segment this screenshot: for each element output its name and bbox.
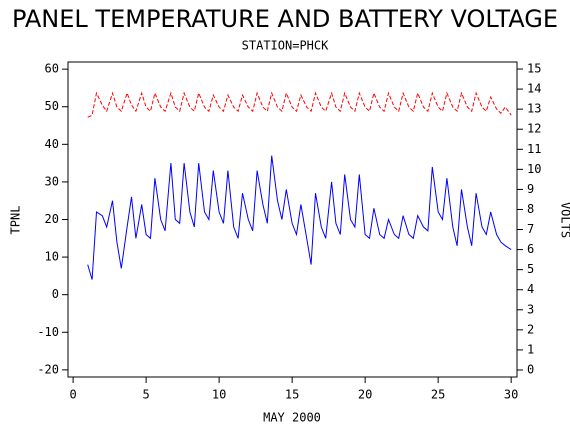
y-tick-label: 0 xyxy=(52,287,59,301)
y2-tick-label: 13 xyxy=(527,102,541,116)
y-tick-label: 40 xyxy=(45,137,59,151)
y2-tick-label: 6 xyxy=(527,242,534,256)
y-tick-label: -20 xyxy=(37,362,59,376)
y2-tick-label: 8 xyxy=(527,202,534,216)
y2-tick-label: 14 xyxy=(527,82,541,96)
x-tick-label: 5 xyxy=(143,388,150,402)
plot-frame xyxy=(67,61,518,378)
y-tick-label: 50 xyxy=(45,99,59,113)
y2-tick-label: 10 xyxy=(527,162,541,176)
y-tick-label: -10 xyxy=(37,325,59,339)
y2-tick-label: 12 xyxy=(527,122,541,136)
x-tick-label: 10 xyxy=(212,388,226,402)
x-axis-label: MAY 2000 xyxy=(263,411,321,425)
y2-tick-label: 9 xyxy=(527,182,534,196)
y2-tick-label: 4 xyxy=(527,282,534,296)
x-tick-label: 25 xyxy=(431,388,445,402)
y2-tick-label: 1 xyxy=(527,342,534,356)
y-tick-label: 10 xyxy=(45,250,59,264)
y2-tick-label: 2 xyxy=(527,322,534,336)
chart-title: PANEL TEMPERATURE AND BATTERY VOLTAGE xyxy=(12,5,558,33)
series-line xyxy=(87,91,512,118)
y2-tick-label: 0 xyxy=(527,362,534,376)
chart-subtitle: STATION=PHCK xyxy=(242,39,329,53)
y2-tick-label: 15 xyxy=(527,62,541,76)
x-tick-label: 15 xyxy=(285,388,299,402)
y2-tick-label: 11 xyxy=(527,142,541,156)
y-tick-label: 20 xyxy=(45,212,59,226)
y-tick-label: 60 xyxy=(45,62,59,76)
y-tick-label: 30 xyxy=(45,174,59,188)
x-tick-label: 0 xyxy=(69,388,76,402)
y2-axis-label: VOLTS xyxy=(559,202,570,238)
x-tick-label: 20 xyxy=(358,388,372,402)
y2-tick-label: 5 xyxy=(527,262,534,276)
x-tick-label: 30 xyxy=(504,388,518,402)
y2-tick-label: 3 xyxy=(527,302,534,316)
series-line xyxy=(87,155,512,280)
y2-tick-label: 7 xyxy=(527,222,534,236)
y-axis-label: TPNL xyxy=(9,206,23,235)
